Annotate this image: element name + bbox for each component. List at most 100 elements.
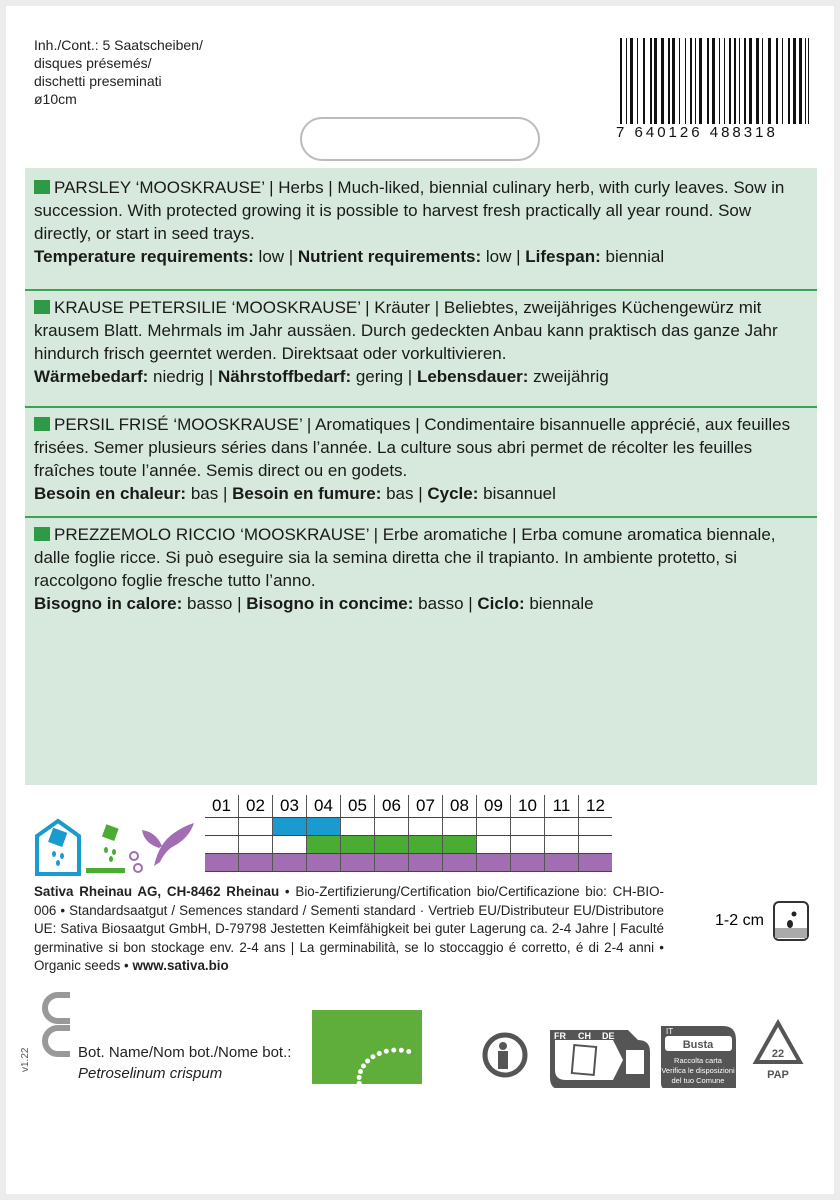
calendar-cell xyxy=(578,853,612,872)
calendar-cell xyxy=(544,853,579,872)
calendar-cell xyxy=(374,835,409,854)
calendar-cell xyxy=(340,817,375,836)
month-label: 05 xyxy=(340,795,375,818)
calendar-cell xyxy=(306,835,341,854)
month-label: 02 xyxy=(238,795,273,818)
section-divider xyxy=(25,406,817,408)
calendar-cell xyxy=(476,835,511,854)
description-section: PREZZEMOLO RICCIO ‘MOOSKRAUSE’ | Erbe ar… xyxy=(34,525,776,613)
description-section: PERSIL FRISÉ ‘MOOSKRAUSE’ | Aromatiques … xyxy=(34,415,791,503)
calendar-cell xyxy=(476,853,511,872)
svg-text:Verifica le disposizioni: Verifica le disposizioni xyxy=(661,1066,735,1075)
version-label: v1.22 xyxy=(20,1047,31,1072)
greenhouse-sowing-icon xyxy=(35,818,81,876)
calendar-cell xyxy=(442,817,477,836)
calendar-cell xyxy=(374,817,409,836)
section-divider xyxy=(25,516,817,518)
property-label: Besoin en fumure: xyxy=(232,484,382,503)
month-label: 04 xyxy=(306,795,341,818)
property-value: low | xyxy=(253,247,298,266)
svg-text:22: 22 xyxy=(772,1048,784,1060)
property-value: basso | xyxy=(413,594,478,613)
calendar-cell xyxy=(340,853,375,872)
property-value: niedrig | xyxy=(148,367,218,386)
svg-text:CH: CH xyxy=(578,1031,591,1041)
month-label: 10 xyxy=(510,795,545,818)
pap-22-recycling-icon: 22 PAP xyxy=(752,1018,804,1081)
svg-text:Raccolta carta: Raccolta carta xyxy=(674,1056,723,1065)
green-square-icon xyxy=(34,300,50,314)
calendar-cell xyxy=(510,835,545,854)
calendar-cell xyxy=(442,835,477,854)
property-label: Lifespan: xyxy=(525,247,601,266)
property-value: biennale xyxy=(524,594,594,613)
green-square-icon xyxy=(34,417,50,431)
section-divider xyxy=(25,289,817,291)
calendar-cell xyxy=(238,817,273,836)
property-label: Ciclo: xyxy=(477,594,525,613)
month-label: 08 xyxy=(442,795,477,818)
sowing-depth: 1-2 cm xyxy=(715,912,764,929)
svg-text:FR: FR xyxy=(554,1031,566,1041)
month-label: 09 xyxy=(476,795,511,818)
property-value: gering | xyxy=(351,367,417,386)
calendar-cell xyxy=(510,817,545,836)
section-heading: PARSLEY ‘MOOSKRAUSE’ xyxy=(54,178,265,197)
section-heading: KRAUSE PETERSILIE ‘MOOSKRAUSE’ xyxy=(54,298,361,317)
calendar-cell xyxy=(442,853,477,872)
month-label: 03 xyxy=(272,795,307,818)
calendar-cell xyxy=(238,853,273,872)
svg-text:PAP: PAP xyxy=(767,1069,789,1081)
barcode-number: 7 640126 488318 xyxy=(612,124,826,141)
month-label: 12 xyxy=(578,795,612,818)
month-label: 06 xyxy=(374,795,409,818)
eu-organic-logo xyxy=(312,1010,422,1092)
property-value: zweijährig xyxy=(528,367,609,386)
calendar-cell xyxy=(272,853,307,872)
italy-recycling-label: IT Busta Raccolta carta Verifica le disp… xyxy=(661,1026,736,1088)
month-label: 07 xyxy=(408,795,443,818)
description-section: KRAUSE PETERSILIE ‘MOOSKRAUSE’ | Kräuter… xyxy=(34,298,778,386)
property-label: Temperature requirements: xyxy=(34,247,254,266)
description-section: PARSLEY ‘MOOSKRAUSE’ | Herbs | Much-like… xyxy=(34,178,785,266)
calendar-cell xyxy=(408,853,443,872)
calendar-cell xyxy=(238,835,273,854)
calendar-cell xyxy=(272,817,307,836)
calendar-cell xyxy=(408,817,443,836)
month-label: 01 xyxy=(205,795,239,818)
calendar-cell xyxy=(544,817,579,836)
calendar-cell xyxy=(272,835,307,854)
property-value: bas | xyxy=(186,484,233,503)
svg-text:IT: IT xyxy=(666,1027,673,1036)
fr-ch-de-sorting-icon: FR CH DE xyxy=(550,1030,650,1088)
harvest-icon xyxy=(129,823,194,873)
calendar-cell xyxy=(205,853,239,872)
calendar-cell xyxy=(578,835,612,854)
calendar-cell xyxy=(476,817,511,836)
calendar-cell xyxy=(306,853,341,872)
calendar-cell xyxy=(510,853,545,872)
description-box: PARSLEY ‘MOOSKRAUSE’ | Herbs | Much-like… xyxy=(25,168,817,785)
property-label: Bisogno in concime: xyxy=(246,594,414,613)
recycling-labels: FR CH DE IT Busta Raccolta carta Verific… xyxy=(482,1018,804,1088)
botanical-name: Bot. Name/Nom bot./Nome bot.: Petroselin… xyxy=(78,1044,292,1082)
calendar-cell xyxy=(408,835,443,854)
property-label: Nutrient requirements: xyxy=(297,247,482,266)
website-link[interactable]: www.sativa.bio xyxy=(132,958,229,973)
calendar-cell xyxy=(544,835,579,854)
company-info: Sativa Rheinau AG, CH-8462 Rheinau • Bio… xyxy=(34,884,664,973)
calendar-icons xyxy=(35,818,194,876)
property-value: biennial xyxy=(600,247,665,266)
svg-text:DE: DE xyxy=(602,1031,615,1041)
property-value: basso | xyxy=(182,594,247,613)
property-value: bisannuel xyxy=(478,484,556,503)
contents-info: Inh./Cont.: 5 Saatscheiben/ disques prés… xyxy=(34,37,203,107)
property-label: Lebensdauer: xyxy=(416,367,529,386)
green-square-icon xyxy=(34,527,50,541)
svg-text:del tuo Comune: del tuo Comune xyxy=(672,1076,725,1085)
triman-icon xyxy=(482,1032,528,1078)
barcode xyxy=(620,38,809,138)
calendar-cell xyxy=(205,817,239,836)
calendar-cell xyxy=(306,817,341,836)
